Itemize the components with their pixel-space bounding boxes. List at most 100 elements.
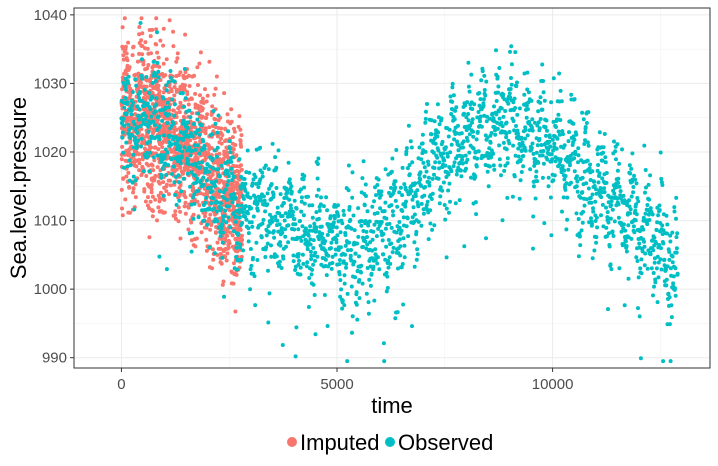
data-point: [589, 216, 593, 221]
data-point: [509, 62, 514, 67]
data-point: [147, 90, 151, 95]
data-point: [458, 168, 463, 173]
data-point: [120, 75, 125, 80]
data-point: [643, 251, 648, 256]
data-point: [192, 143, 197, 148]
data-point: [120, 119, 125, 124]
data-point: [234, 245, 239, 250]
data-point: [225, 251, 230, 256]
data-point: [436, 176, 441, 181]
data-point: [659, 176, 664, 181]
data-point: [175, 56, 180, 61]
data-point: [608, 262, 613, 267]
data-point: [551, 76, 556, 81]
data-point: [462, 111, 466, 116]
data-point: [158, 142, 162, 147]
data-point: [184, 129, 189, 134]
data-point: [135, 130, 140, 135]
data-point: [512, 128, 517, 133]
data-point: [171, 121, 176, 126]
data-point: [505, 161, 510, 166]
data-point: [200, 108, 205, 113]
data-point: [388, 261, 393, 266]
data-point: [256, 185, 261, 190]
data-point: [419, 201, 424, 206]
data-point: [201, 175, 206, 180]
data-point: [340, 221, 345, 226]
data-point: [153, 63, 158, 68]
data-point: [489, 131, 494, 135]
data-point: [267, 291, 272, 296]
data-point: [674, 216, 678, 221]
data-point: [147, 235, 152, 240]
data-point: [452, 160, 457, 165]
data-point: [190, 148, 195, 153]
data-point: [306, 233, 311, 238]
data-point: [436, 148, 441, 153]
data-point: [452, 137, 457, 142]
data-point: [338, 294, 343, 299]
x-tick-label: 5000: [320, 376, 353, 393]
data-point: [606, 307, 610, 312]
data-point: [289, 206, 293, 211]
data-point: [384, 244, 389, 249]
data-point: [273, 155, 278, 160]
data-point: [576, 254, 581, 259]
data-point: [192, 237, 197, 242]
data-point: [553, 159, 558, 164]
data-point: [298, 265, 303, 270]
data-point: [224, 197, 229, 202]
data-point: [134, 164, 139, 169]
data-point: [359, 270, 363, 275]
data-point: [541, 161, 546, 166]
data-point: [191, 195, 195, 200]
data-point: [427, 183, 432, 188]
data-point: [399, 265, 404, 270]
data-point: [513, 106, 518, 110]
data-point: [274, 186, 279, 190]
data-point: [151, 155, 156, 160]
data-point: [197, 128, 202, 132]
data-point: [220, 282, 225, 287]
data-point: [621, 193, 626, 198]
data-point: [537, 126, 542, 131]
data-point: [549, 233, 554, 238]
data-point: [391, 213, 396, 218]
data-point: [137, 107, 142, 112]
data-point: [359, 263, 364, 268]
data-point: [176, 173, 181, 178]
data-point: [582, 142, 587, 146]
data-point: [121, 176, 126, 181]
data-point: [139, 136, 144, 141]
data-point: [441, 180, 446, 185]
data-point: [243, 181, 248, 186]
data-point: [426, 237, 431, 242]
data-point: [140, 133, 145, 138]
data-point: [617, 266, 622, 271]
data-point: [186, 227, 191, 232]
data-point: [157, 199, 162, 204]
data-point: [302, 174, 307, 178]
data-point: [338, 230, 343, 235]
data-point: [226, 174, 231, 179]
data-point: [622, 198, 627, 203]
data-point: [525, 133, 530, 138]
data-point: [569, 180, 573, 185]
data-point: [226, 215, 231, 220]
data-point: [451, 164, 456, 169]
data-point: [359, 219, 364, 224]
data-point: [407, 163, 412, 167]
data-point: [259, 198, 263, 203]
data-point: [195, 143, 200, 148]
data-point: [185, 140, 190, 145]
data-point: [227, 139, 232, 144]
data-point: [159, 209, 164, 214]
data-point: [635, 196, 640, 200]
data-point: [172, 93, 177, 98]
data-point: [460, 161, 465, 166]
data-point: [398, 185, 403, 190]
data-point: [135, 104, 140, 109]
data-point: [292, 217, 297, 222]
data-point: [191, 186, 196, 191]
data-point: [361, 229, 366, 233]
